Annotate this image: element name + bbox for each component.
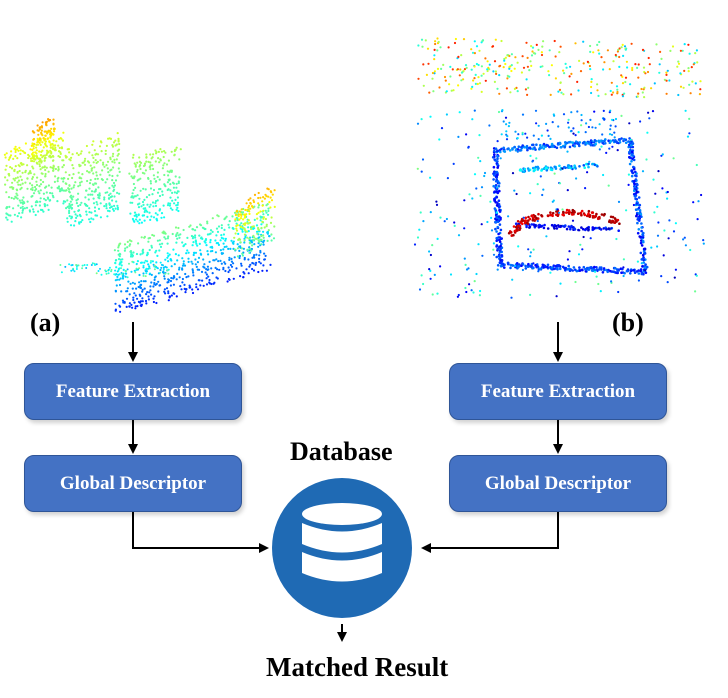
label-a: (a) — [30, 308, 61, 337]
database-title: Database — [290, 437, 393, 466]
global-descriptor-box-b: Global Descriptor — [449, 455, 667, 512]
arrow-b-to-database — [421, 512, 559, 553]
point-cloud-scan-b — [413, 37, 705, 299]
point-cloud-scan-a — [3, 118, 276, 313]
global-descriptor-box-a: Global Descriptor — [24, 455, 242, 512]
matched-result-label: Matched Result — [266, 652, 449, 682]
feature-extraction-box-a: Feature Extraction — [24, 363, 242, 420]
arrow-a-to-database — [132, 512, 269, 553]
label-b: (b) — [612, 308, 644, 337]
database-icon — [272, 478, 412, 618]
feature-extraction-box-b: Feature Extraction — [449, 363, 667, 420]
